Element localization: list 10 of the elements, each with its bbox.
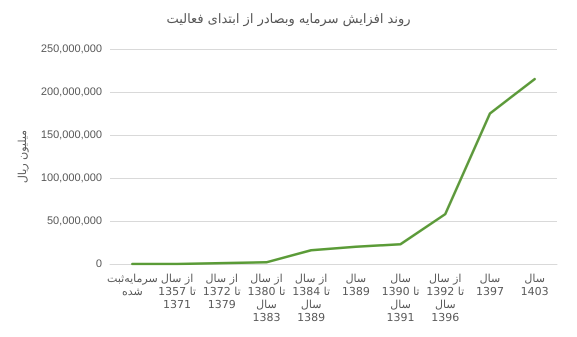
y-tick-label: 200,000,000 bbox=[40, 86, 102, 98]
y-tick-label: 150,000,000 bbox=[40, 129, 102, 141]
line-series bbox=[131, 78, 536, 266]
x-tick-label: سرمایه‌ثبت شده bbox=[107, 272, 158, 298]
y-tick-label: 0 bbox=[96, 258, 102, 270]
y-tick-label: 50,000,000 bbox=[46, 215, 102, 227]
y-tick-label: 250,000,000 bbox=[40, 43, 102, 55]
y-tick-label: 100,000,000 bbox=[40, 172, 102, 184]
chart-title: روند افزایش سرمایه وبصادر از ابتدای فعالیت bbox=[166, 12, 411, 27]
y-axis-title: میلیون ریال bbox=[16, 130, 29, 184]
